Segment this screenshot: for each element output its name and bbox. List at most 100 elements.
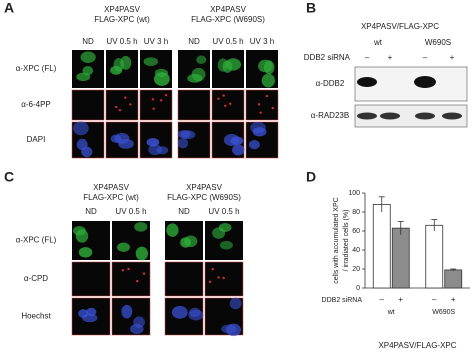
nucleus [261,73,275,88]
spot [217,97,220,100]
micrograph [245,89,279,121]
row-label: α-XPC (FL) [16,64,57,73]
micrograph [139,89,173,121]
y-tick-label: 0 [356,285,360,292]
nucleus [73,121,89,136]
blot-title: XP4PASV/FLAG-XPC [361,22,439,31]
nucleus [187,73,203,83]
column-label: UV 0.5 h [212,37,243,46]
band [357,112,377,120]
nucleus [226,323,242,337]
spot [259,111,262,114]
nucleus [76,72,91,82]
band [415,112,435,120]
nucleus [196,55,207,64]
row-label: α-XPC (FL) [16,236,57,245]
nucleus [78,309,89,318]
band [357,77,377,87]
nucleus [223,133,240,147]
nucleus [258,59,273,73]
spot [129,103,132,106]
spot [224,104,227,107]
spot [114,105,118,109]
group-label: wt [373,38,383,47]
x-tick-label: wt [387,309,395,316]
column-label: UV 3 h [250,37,274,46]
bar [372,203,391,289]
row-label: α-CPD [24,274,48,283]
nucleus [78,247,93,258]
series-sign: – [432,295,437,304]
panel-label: B [306,0,316,16]
series-sign: + [451,295,456,304]
spot [222,276,225,280]
nucleus [177,138,189,149]
nucleus [217,58,229,72]
column-label: UV 3 h [144,37,168,46]
y-tick-label: 80 [352,209,360,216]
group-header: FLAG-XPC (wt) [83,193,139,202]
y-axis-label: cells with accumulated XPC [333,197,340,283]
nucleus [166,223,179,237]
group-header: FLAG-XPC (W690S) [167,193,241,202]
spot [152,107,155,110]
row-label: DAPI [27,135,46,144]
spot [136,279,139,283]
nucleus [134,222,148,232]
nucleus [154,68,169,78]
nucleus [252,127,267,137]
nucleus [114,133,130,144]
group-header: XP4PASV [210,5,247,14]
panel-label: A [4,0,14,16]
nucleus [117,242,130,252]
nucleus [156,146,169,155]
sirna-label: DDB2 siRNA [304,53,351,62]
column-label: ND [178,207,190,216]
row-label: α-DDB2 [316,79,345,88]
nucleus [180,130,196,140]
blot [354,104,468,128]
series-sign: – [380,295,385,304]
sirna-sign: + [450,53,455,62]
band [414,76,436,88]
x-tick-label: W690S [432,309,455,316]
spot [118,108,122,112]
nucleus [184,235,198,248]
spot [211,267,214,271]
spot [257,103,261,106]
y-tick-label: 20 [352,266,360,273]
nucleus [248,139,260,150]
group-header: FLAG-XPC (W690S) [191,15,265,24]
column-label: ND [188,37,200,46]
spot [127,267,130,271]
nucleus [121,304,133,319]
band [442,112,462,120]
micrograph [111,261,151,297]
spot [208,280,212,284]
panel-label: C [4,169,14,185]
column-label: ND [85,207,97,216]
row-label: DDB2 siRNA [322,297,363,304]
nucleus [80,51,96,63]
nucleus [130,323,144,334]
panel-label: D [306,169,316,185]
nucleus [81,146,93,158]
spot [142,272,146,275]
column-label: UV 0.5 h [208,207,239,216]
spot [121,269,125,272]
micrograph [71,89,105,121]
row-label: α-6-4PP [21,100,51,109]
micrograph [105,89,139,121]
nucleus [225,58,242,71]
y-tick-label: 40 [352,247,360,254]
bar [425,224,444,289]
y-axis-label: / irradiated cells (%) [343,210,350,272]
nucleus [232,144,245,156]
nucleus [171,305,188,319]
sirna-sign: + [388,53,393,62]
spot [265,94,269,98]
group-header: XP4PASV [104,5,141,14]
micrograph [177,89,211,121]
nucleus [143,57,159,67]
